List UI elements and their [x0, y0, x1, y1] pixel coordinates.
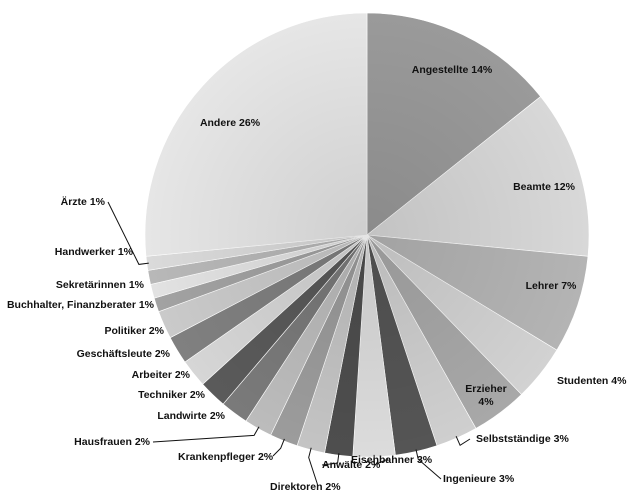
slice-label-krankenpfleger: Krankenpfleger 2%: [178, 451, 274, 463]
leader-line: [415, 449, 442, 480]
slice-label-geschäftsleute: Geschäftsleute 2%: [77, 348, 171, 360]
slice-label-erzieher: Erzieher 4%: [465, 383, 506, 408]
leader-line: [321, 453, 340, 466]
slice-label-andere: Andere 26%: [200, 117, 261, 129]
slice-label-techniker: Techniker 2%: [138, 389, 206, 401]
slice-label-ingenieure: Ingenieure 3%: [443, 473, 515, 485]
slice-label-buchhalter-finanzberater: Buchhalter, Finanzberater 1%: [7, 299, 155, 311]
slice-label-arbeiter: Arbeiter 2%: [132, 369, 191, 381]
slice-label-lehrer: Lehrer 7%: [526, 280, 577, 292]
slice-label-beamte: Beamte 12%: [513, 181, 576, 193]
slice-label-studenten: Studenten 4%: [557, 375, 627, 387]
slice-label-sekretärinnen: Sekretärinnen 1%: [56, 279, 145, 291]
slice-label-direktoren: Direktoren 2%: [270, 481, 341, 493]
slice-label-ärzte: Ärzte 1%: [61, 195, 106, 208]
leader-line: [373, 454, 389, 466]
slice-label-handwerker: Handwerker 1%: [55, 246, 134, 258]
slice-label-politiker: Politiker 2%: [104, 325, 164, 337]
slice-label-eisenbahner: Eisenbahner 3%: [351, 454, 433, 466]
leader-line: [308, 447, 319, 487]
leader-line: [152, 426, 260, 443]
leader-line: [107, 201, 149, 265]
slice-label-hausfrauen: Hausfrauen 2%: [74, 436, 151, 448]
slice-label-angestellte: Angestellte 14%: [412, 64, 493, 76]
slice-label-landwirte: Landwirte 2%: [157, 410, 225, 422]
leader-line: [272, 438, 285, 457]
slice-label-anwälte: Anwälte 2%: [322, 459, 381, 471]
leader-line: [455, 435, 471, 447]
pie-slice-andere: [144, 12, 368, 257]
slice-label-selbstständige: Selbstständige 3%: [476, 433, 569, 445]
